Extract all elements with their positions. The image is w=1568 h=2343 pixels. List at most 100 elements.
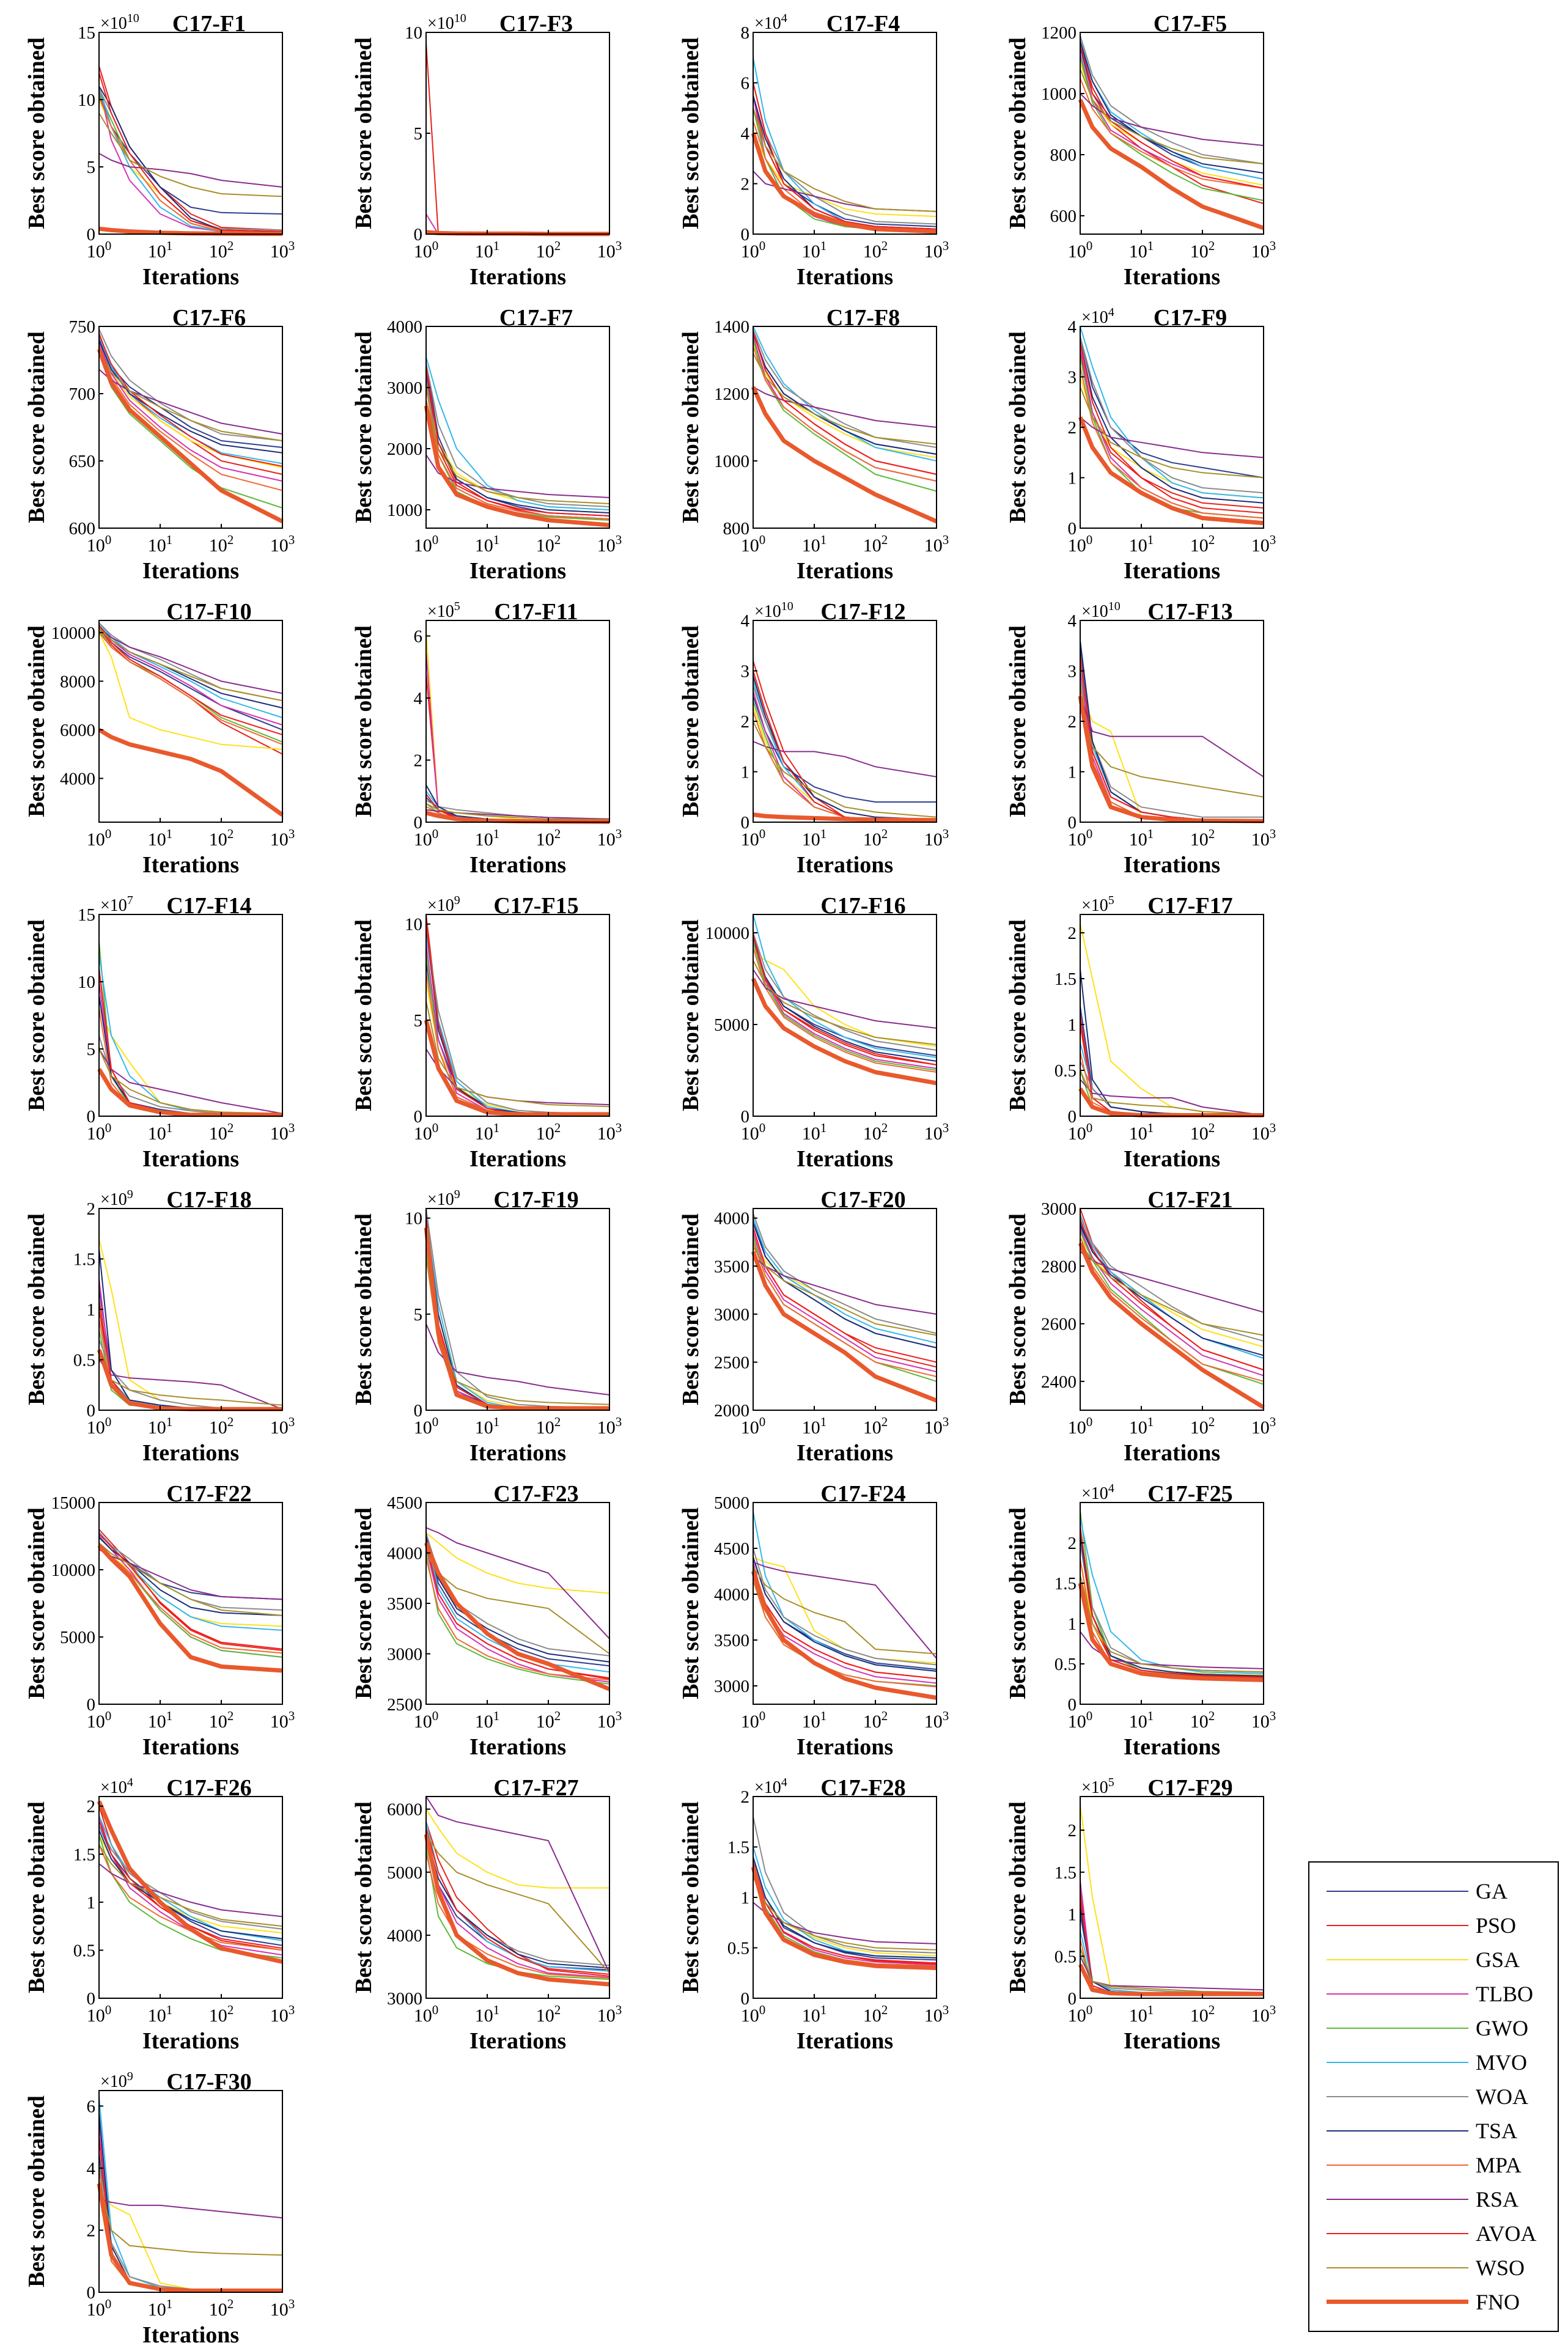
series-line-tlbo [98, 2121, 282, 2292]
legend-swatch [1327, 2233, 1468, 2234]
series-line-mvo [98, 337, 283, 465]
legend-item-avoa: AVOA [1309, 2217, 1558, 2249]
legend-label: RSA [1476, 2187, 1519, 2212]
x-tick-label: 102 [863, 1709, 888, 1732]
series-line-mvo [98, 954, 283, 1116]
plot-area-frame [425, 620, 610, 823]
series-line-ga [753, 696, 937, 803]
axis-multiplier: ×104 [1081, 306, 1114, 327]
axis-multiplier: ×1010 [1081, 600, 1121, 621]
series-line-mvo [425, 933, 609, 1115]
y-tick-label: 0 [87, 2283, 96, 2303]
x-tick-label: 102 [209, 2297, 234, 2320]
x-tick-label: 101 [802, 826, 827, 850]
series-line-fno [97, 1348, 282, 1411]
x-axis-label: Iterations [1124, 1734, 1220, 1760]
series-line-woa [753, 1548, 937, 1666]
axis-multiplier: ×107 [100, 894, 133, 915]
series-line-rsa [98, 2198, 283, 2219]
series-line-gwo [98, 92, 283, 234]
x-tick-label: 100 [741, 1709, 766, 1732]
plot-area-frame [425, 1796, 610, 1999]
y-tick-label: 0 [87, 1989, 96, 2009]
x-tick-label: 100 [414, 1414, 439, 1438]
series-line-avoa [1080, 1219, 1264, 1370]
series-line-avoa [1080, 1526, 1264, 1679]
series-line-tsa [1080, 1225, 1264, 1356]
plot-area-frame [1080, 1208, 1264, 1411]
y-tick-label: 15000 [51, 1493, 96, 1513]
series-line-tlbo [98, 625, 283, 726]
series-line-mpa [1080, 1051, 1264, 1116]
series-line-wso [98, 1844, 283, 1927]
legend-swatch [1327, 2028, 1468, 2029]
x-tick-label: 101 [475, 238, 500, 262]
y-tick-label: 700 [69, 384, 96, 404]
y-tick-label: 1200 [714, 384, 749, 404]
series-line-fno [97, 1800, 283, 1964]
series-line-avoa [98, 334, 283, 467]
legend-label: GWO [1476, 2016, 1528, 2040]
series-line-avoa [753, 934, 937, 1065]
series-line-gsa [1080, 923, 1264, 1115]
plot-area-frame [1080, 914, 1264, 1117]
series-line-mpa [1080, 366, 1264, 519]
series-line-fno [751, 1866, 937, 1970]
series-line-tlbo [98, 1536, 283, 1658]
y-axis-label: Best score obtained [351, 1801, 377, 1993]
x-tick-label: 103 [597, 1120, 622, 1144]
plot-area-frame [425, 32, 610, 235]
y-tick-label: 1 [1068, 469, 1077, 488]
y-tick-label: 0 [741, 1107, 750, 1127]
x-axis-label: Iterations [797, 852, 893, 878]
y-axis-label: Best score obtained [24, 1801, 50, 1993]
series-line-avoa [753, 671, 937, 822]
series-line-ga [98, 1289, 282, 1410]
y-axis-label: Best score obtained [351, 37, 377, 229]
legend-swatch [1327, 2165, 1468, 2166]
series-line-pso [425, 673, 610, 823]
x-tick-label: 103 [597, 826, 622, 850]
y-tick-label: 2 [1068, 1821, 1077, 1841]
plot-area-frame [425, 326, 610, 529]
plot-area-frame [98, 326, 283, 529]
y-tick-label: 0 [414, 1107, 423, 1127]
x-tick-label: 101 [148, 826, 173, 850]
legend-item-wso: WSO [1309, 2251, 1558, 2284]
series-line-mpa [425, 1558, 610, 1681]
x-tick-label: 102 [863, 238, 888, 262]
axis-multiplier: ×105 [427, 600, 460, 621]
series-line-wso [98, 112, 283, 197]
x-tick-label: 101 [475, 532, 500, 556]
x-tick-label: 101 [1129, 238, 1154, 262]
y-tick-label: 600 [1050, 207, 1077, 226]
axis-multiplier: ×109 [100, 1188, 133, 1209]
legend-swatch [1327, 2199, 1468, 2200]
legend-swatch [1327, 1959, 1468, 1960]
legend-swatch [1327, 2300, 1468, 2304]
y-tick-label: 5000 [714, 1493, 749, 1513]
y-tick-label: 800 [1050, 145, 1077, 165]
legend-item-mpa: MPA [1309, 2149, 1558, 2181]
y-tick-label: 5 [87, 158, 96, 177]
x-tick-label: 100 [741, 532, 766, 556]
x-tick-label: 101 [475, 2003, 500, 2026]
x-tick-label: 102 [1190, 1414, 1215, 1438]
series-line-wso [753, 960, 937, 1045]
x-tick-label: 102 [536, 238, 561, 262]
series-line-tlbo [1080, 1015, 1264, 1116]
y-tick-label: 800 [723, 519, 750, 539]
x-tick-label: 103 [597, 1414, 622, 1438]
series-line-mvo [753, 326, 937, 462]
axis-multiplier: ×1010 [100, 12, 139, 33]
series-line-ga [98, 625, 283, 730]
y-tick-label: 6 [741, 74, 750, 94]
plot-area-frame [1080, 1796, 1264, 1999]
y-tick-label: 3500 [714, 1257, 749, 1276]
y-axis-label: Best score obtained [24, 331, 50, 523]
